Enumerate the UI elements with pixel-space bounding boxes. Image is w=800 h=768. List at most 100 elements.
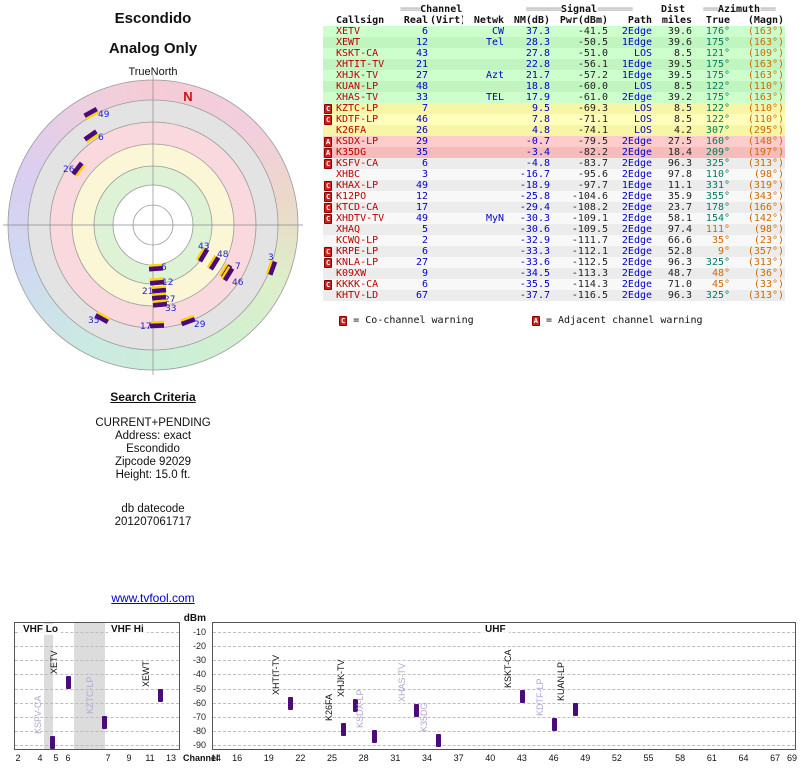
power: -56.1 [577, 59, 608, 70]
station-row: XETV 6 CW 37.3 -41.5 2Edge 39.6 176° (163°) [323, 26, 786, 37]
callsign: K12PO [336, 191, 367, 202]
network: Tel [485, 37, 504, 48]
warning-cell [323, 268, 335, 279]
radar-marker [71, 161, 86, 177]
radar-subtitle: Analog Only [108, 40, 198, 57]
radar-plot: Escondido Analog Only TrueNorth N 49 6 26 3… [0, 0, 320, 380]
callsign: KKKK-CA [336, 279, 379, 290]
true-azimuth: 121° [705, 48, 731, 59]
radar-marker [148, 263, 164, 272]
group-header-row: ====Channel==== =======Signal======= Dis… [323, 4, 785, 15]
magnetic-azimuth: (148°) [747, 136, 785, 147]
true-azimuth: 176° [705, 26, 731, 37]
magnetic-azimuth: (357°) [747, 246, 785, 257]
callsign: XETV [336, 26, 361, 37]
uhf-label: UHF [482, 624, 509, 635]
network [463, 169, 505, 180]
distance-miles: 66.6 [667, 235, 693, 246]
real-channel: 7 [421, 103, 428, 114]
real-channel: 49 [415, 213, 428, 224]
warning-cell: C [323, 257, 335, 268]
callsign: K26FA [336, 125, 367, 136]
dbm-tick-label: -90 [192, 740, 206, 750]
power: -113.3 [571, 268, 608, 279]
signal-bar-callsign: KDTF-LP [534, 678, 545, 717]
true-azimuth: 325° [705, 290, 731, 301]
criteria-line: Height: 15.0 ft. [115, 469, 191, 481]
gridline [15, 674, 179, 676]
station-row: A KSDX-LP 29 -0.7 -79.5 2Edge 27.5 160° (148°) [323, 136, 786, 147]
signal-path: 2Edge [621, 246, 653, 257]
virtual-channel [429, 125, 463, 136]
dbm-tick-label: -10 [192, 627, 206, 637]
station-row: C KSFV-CA 6 -4.8 -83.7 2Edge 96.3 325° (313°) [323, 158, 786, 169]
noise-margin: -37.7 [519, 290, 550, 301]
co-channel-warning: C [324, 159, 333, 169]
network [463, 147, 505, 158]
real-channel: 43 [415, 48, 428, 59]
channel-tick-label: 49 [580, 753, 591, 763]
station-row: XEWT 12 Tel 28.3 -50.5 1Edge 39.6 175° (163°) [323, 37, 786, 48]
callsign: XHDTV-TV [336, 213, 385, 224]
virtual-channel [429, 114, 463, 125]
callsign: KHAX-LP [336, 180, 379, 191]
noise-margin: -32.9 [519, 235, 550, 246]
warning-cell: C [323, 158, 335, 169]
radar-marker-label: 35 [88, 316, 99, 326]
magnetic-azimuth: (313°) [747, 290, 785, 301]
radar-marker-label: 21 [142, 287, 153, 297]
channel-tick-label: 11 [145, 753, 155, 763]
gridline [213, 716, 795, 718]
fm-gap-stripe [74, 623, 105, 749]
radar-marker-label: 29 [194, 320, 206, 330]
co-channel-warning: C [324, 280, 333, 290]
network [463, 59, 505, 70]
power: -116.5 [571, 290, 608, 301]
true-azimuth: 154° [705, 213, 731, 224]
azimuth-group-header: ===Azimuth=== [702, 4, 776, 15]
magnetic-azimuth: (98°) [753, 169, 785, 180]
station-row: C K12PO 12 -25.8 -104.6 2Edge 35.9 355° (343°) [323, 191, 786, 202]
power: -108.2 [571, 202, 608, 213]
radar-marker [152, 299, 168, 308]
col-virt: (Virt) [430, 15, 463, 26]
co-channel-warning: C [324, 258, 333, 268]
true-north-label: TrueNorth [128, 66, 178, 78]
real-channel: 9 [421, 268, 428, 279]
virtual-channel [429, 202, 463, 213]
callsign: XHAS-TV [336, 92, 379, 103]
co-channel-warning: C [324, 115, 333, 125]
co-channel-warning: C [324, 181, 333, 191]
noise-margin: -33.3 [519, 246, 550, 257]
search-criteria: Search Criteria CURRENT+PENDING Address:… [40, 390, 266, 529]
noise-margin: -33.6 [519, 257, 550, 268]
signal-bar [50, 736, 55, 750]
radar-marker-label: 6 [161, 263, 167, 273]
power: -60.0 [577, 81, 608, 92]
gridline [15, 688, 179, 690]
noise-margin: -30.3 [519, 213, 550, 224]
real-channel: 5 [421, 224, 428, 235]
signal-bar-callsign: K35DG [418, 702, 429, 732]
magnetic-azimuth: (197°) [747, 147, 785, 158]
col-nm: NM(dB) [513, 15, 550, 26]
warning-cell [323, 26, 335, 37]
tvfool-link[interactable]: www.tvfool.com [111, 591, 195, 605]
signal-path: LOS [633, 103, 653, 114]
real-channel: 46 [415, 114, 428, 125]
distance-miles: 58.1 [667, 213, 693, 224]
warning-cell [323, 125, 335, 136]
gridline [213, 730, 795, 732]
north-marker: N [183, 89, 192, 104]
gridline [15, 745, 179, 746]
magnetic-azimuth: (343°) [747, 191, 785, 202]
warning-cell: C [323, 114, 335, 125]
channel-tick-label: 9 [126, 753, 132, 763]
power: -57.2 [577, 70, 608, 81]
radar-marker-label: 26 [63, 165, 75, 175]
power: -83.7 [577, 158, 608, 169]
datecode-value: 201207061717 [114, 516, 192, 528]
signal-bar [551, 718, 557, 732]
distance-miles: 97.4 [667, 224, 693, 235]
power: -97.7 [577, 180, 608, 191]
